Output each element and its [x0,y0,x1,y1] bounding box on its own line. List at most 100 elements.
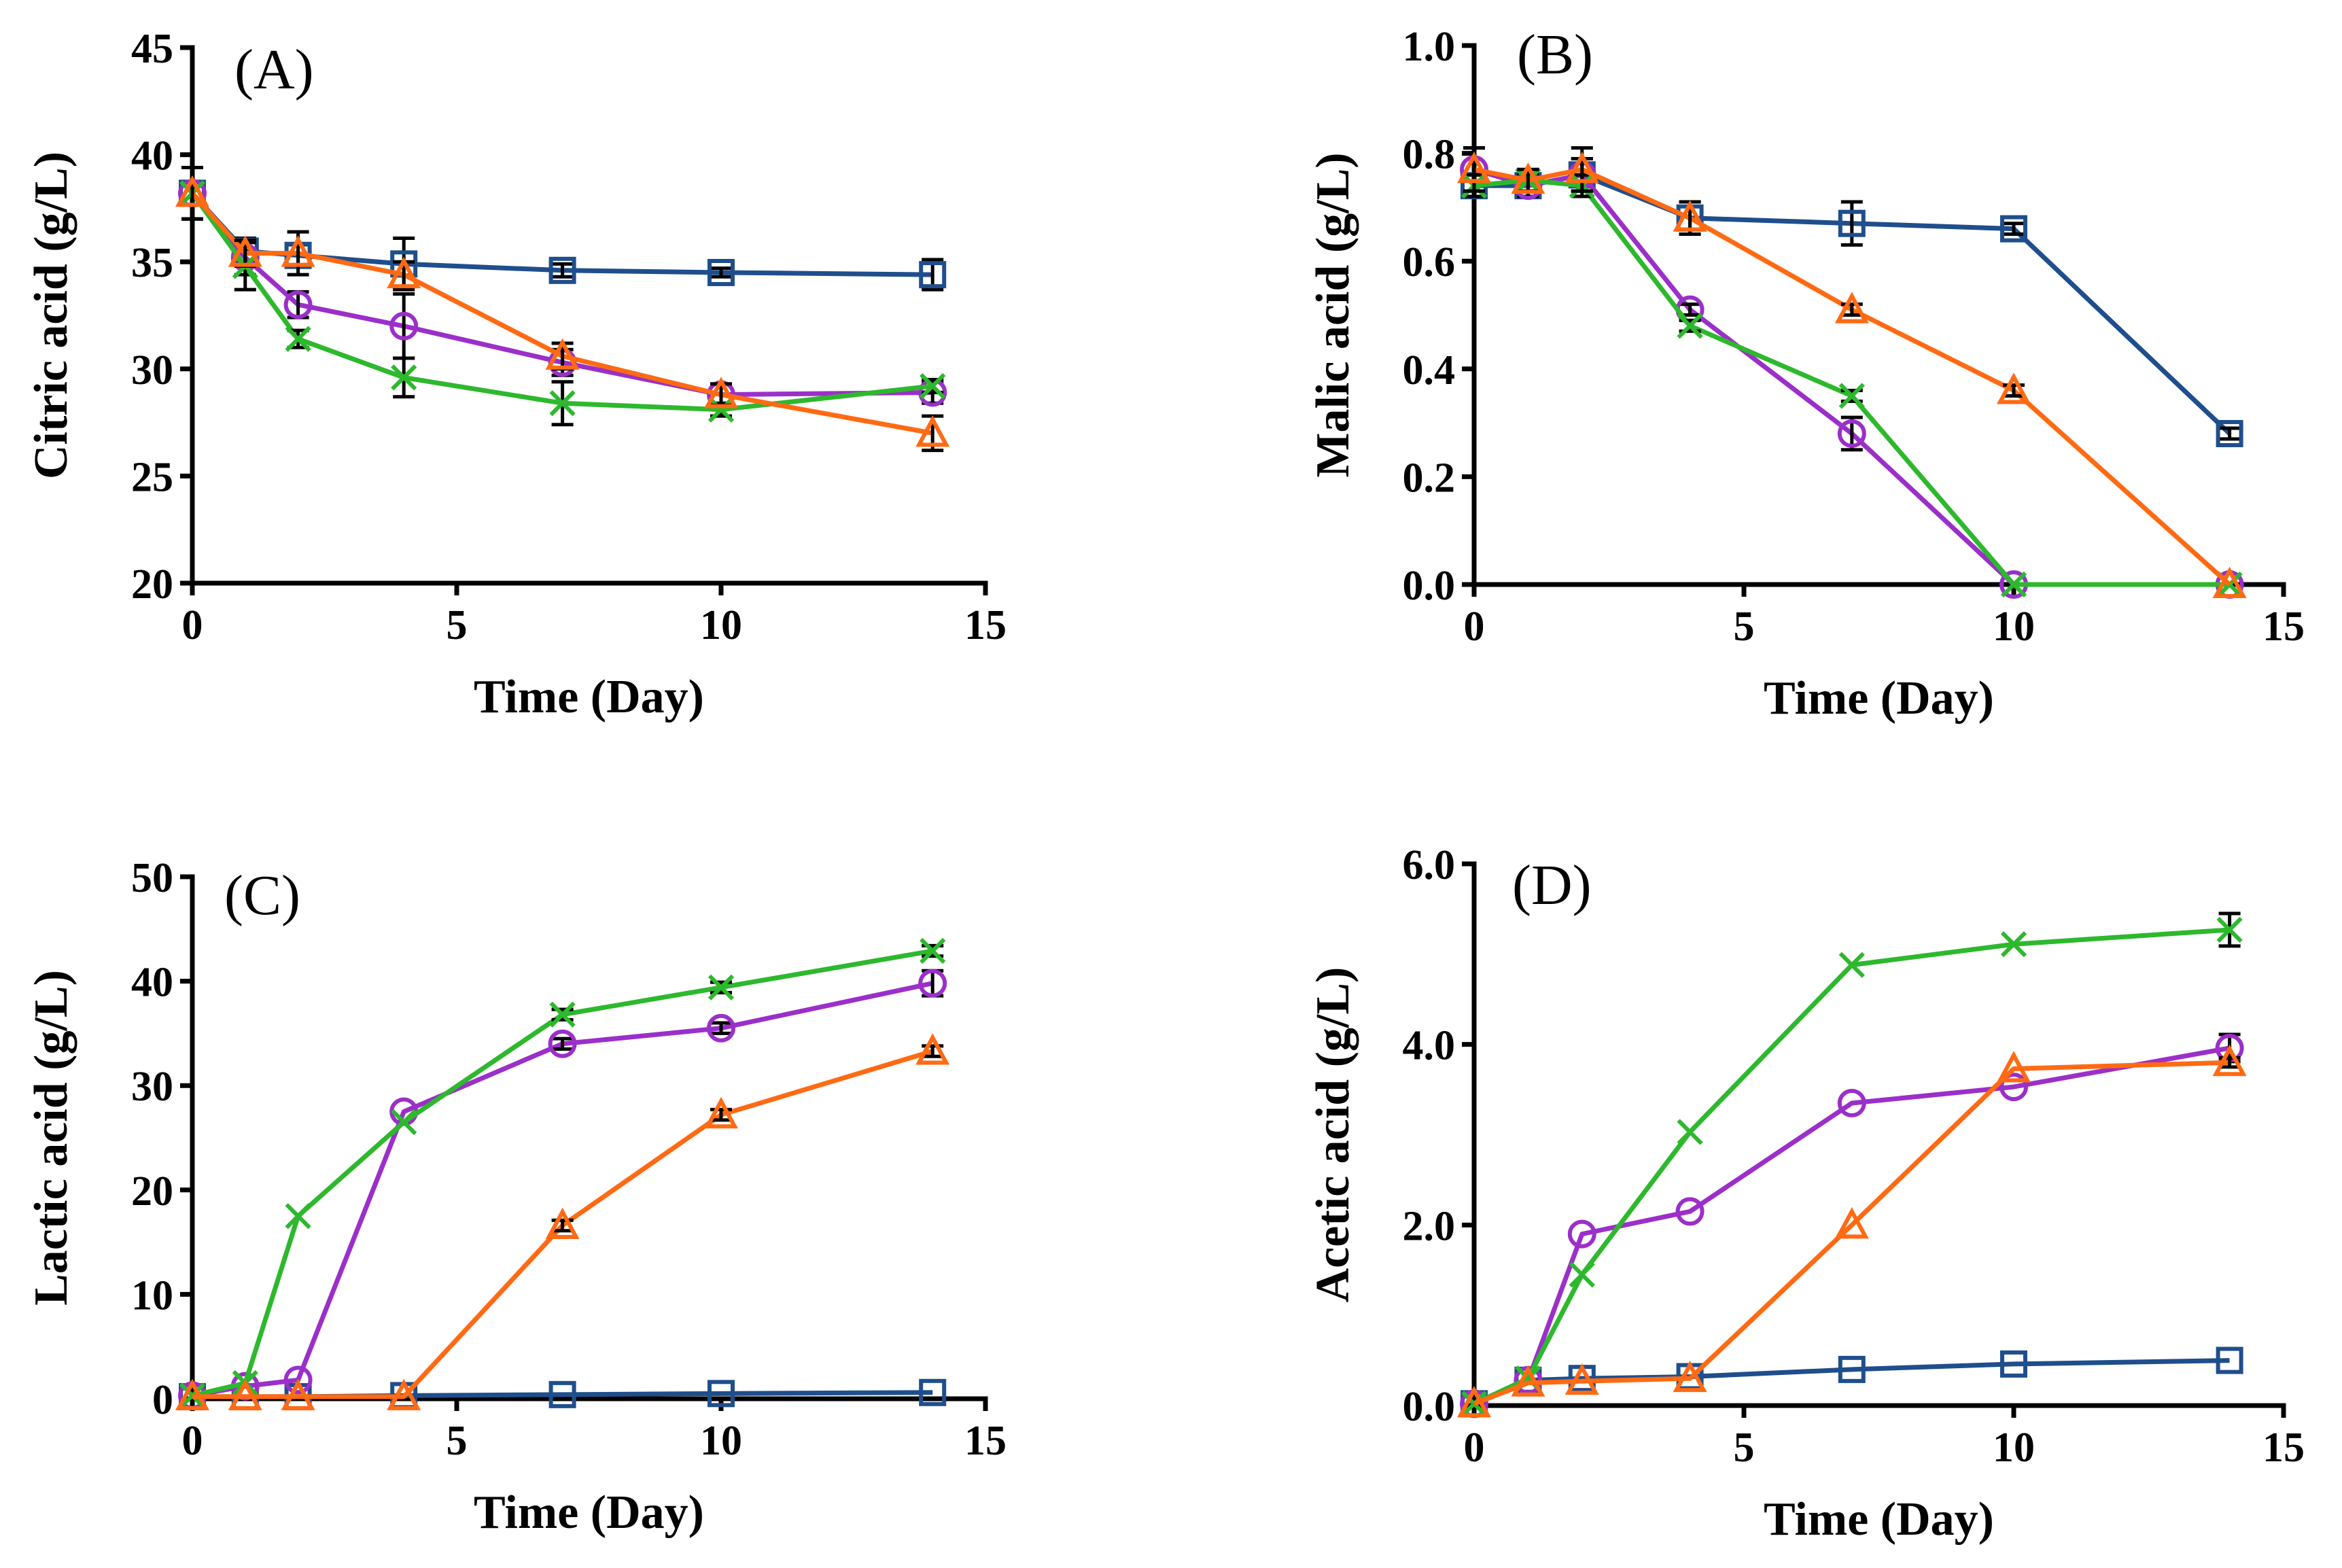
panel-d-point-triangle [1673,1360,1707,1393]
panel-d-point-square [2000,1350,2027,1378]
panel-b-point-triangle [1565,152,1599,184]
panel-b-y-tick-label: 0.4 [1403,347,1456,394]
panel-d-point-cross [1677,1119,1703,1145]
panel-d-point-cross-stroke-b [2000,931,2027,958]
panel-a-point-cross [285,326,311,352]
panel-c-y-tick-label: 10 [131,1272,173,1319]
panel-b-point-cross-stroke-b [1677,313,1703,339]
panel-a-point-triangle [703,377,739,408]
panel-c-y-tick-label: 40 [131,960,173,1006]
panel-a-x-tick-label: 15 [964,602,1007,648]
panel-a-point-cross [391,364,417,391]
panel-d-point-triangle [1996,1051,2031,1083]
panel-a-point-square [548,256,576,284]
panel-d-point-cross-stroke-b [1677,1119,1703,1145]
panel-c-x-axis-title: Time (Day) [474,1486,704,1539]
panel-c-point-circle [548,1029,577,1058]
panel-c-x-tick-label: 5 [447,1418,468,1464]
panel-a-point-cross-stroke-b [549,390,576,417]
panel-d-point-circle [1837,1089,1866,1118]
panel-b-point-cross-stroke-b [2000,571,2027,598]
panel-d-series-line-triangle [1473,1060,2230,1406]
panel-a-point-cross [920,372,946,400]
panel-d-x-tick-label: 10 [1993,1425,2035,1471]
panel-c-label: (C) [224,864,300,927]
panel-d-point-cross [2216,916,2243,943]
panel-b-x-tick-label: 15 [2262,604,2305,650]
panel-b-point-square [2216,419,2243,447]
panel-c-point-triangle [915,1033,950,1065]
panel-d-point-square [2216,1346,2243,1374]
panel-b-point-circle [1837,419,1866,448]
panel-d-point-square [1838,1355,1866,1383]
panel-a-point-cross [707,396,735,423]
panel-b-point-square [1838,209,1866,237]
panel-b-x-tick-label: 0 [1464,604,1485,650]
panel-c-x-tick-label: 0 [182,1418,203,1464]
panel-b-point-square [2000,215,2027,243]
panel-d-point-circle [1999,1073,2028,1102]
panel-c-y-tick-label: 30 [131,1064,173,1110]
panel-b-point-cross [2000,571,2027,598]
panel-d-y-tick-label: 6.0 [1403,842,1456,888]
panel-c-point-circle [707,1013,735,1043]
panel-c-x-tick-label: 10 [700,1418,742,1464]
panel-d-y-tick-label: 4.0 [1403,1023,1456,1069]
panel-b-y-tick-label: 0.2 [1403,455,1456,501]
panel-a-series-triangle [175,166,950,453]
panel-c-y-tick-label: 20 [131,1168,173,1215]
panel-b-x-tick-label: 10 [1993,604,2035,650]
panel-a-y-tick-label: 20 [131,561,173,608]
panel-d-y-axis-title: Acetic acid (g/L) [1307,967,1359,1303]
panel-a-y-tick-label: 40 [131,133,173,179]
panel-b-y-axis-title: Malic acid (g/L) [1307,152,1359,477]
panel-a-point-circle [283,290,313,319]
panel-c-point-cross [391,1109,417,1136]
panel-d-x-tick-label: 5 [1734,1425,1755,1471]
panel-d-point-cross [2000,931,2027,958]
panel-a-y-tick-label: 30 [131,347,173,394]
panel-a-x-tick-label: 10 [700,602,742,648]
panel-a-point-square [919,261,947,289]
panel-a-y-tick-label: 35 [131,240,173,286]
panel-a-label: (A) [234,38,314,101]
panel-c-point-cross [707,974,735,1000]
panel-b-y-tick-label: 0.6 [1403,239,1456,285]
panel-c-y-tick-label: 50 [131,855,173,901]
panel-c-point-cross-stroke-b [391,1109,417,1136]
panel-d-label: (D) [1512,854,1592,917]
panel-b-y-tick-label: 0.8 [1403,132,1456,178]
panel-a-point-cross [549,390,576,417]
panel-c-point-cross-stroke-b [707,974,735,1000]
panel-c-point-cross-stroke-b [549,1001,576,1028]
panel-c-y-axis-title: Lactic acid (g/L) [25,970,77,1306]
panel-c-point-triangle [387,1378,421,1410]
panel-d-series-cross [1461,911,2243,1417]
panel-c-point-cross [285,1203,311,1230]
panel-d-y-tick-label: 0.0 [1403,1384,1456,1430]
panel-b-point-triangle [1834,292,1869,324]
panel-b-point-cross-stroke-b [1838,383,1865,409]
panel-c-series-triangle [175,1033,950,1410]
panel-d-point-cross [1838,952,1865,978]
panel-d-point-cross [1569,1261,1595,1288]
panel-d-point-triangle [1565,1363,1599,1395]
panel-d-point-triangle [1456,1386,1492,1418]
panel-d-point-triangle [2212,1044,2247,1077]
panel-b-point-triangle [2212,566,2247,598]
panel-d-point-cross-stroke-b [1838,952,1865,978]
panel-a-point-cross-stroke-b [920,372,946,400]
panel-a-point-triangle [228,235,262,267]
panel-d-x-axis-title: Time (Day) [1764,1493,1994,1546]
panel-a-x-tick-label: 0 [182,602,203,648]
panel-c-point-circle [283,1365,313,1395]
panel-d-series-triangle [1456,1044,2247,1418]
panel-d-y-tick-label: 2.0 [1403,1203,1456,1249]
panel-c-point-circle [918,969,947,998]
panel-a-y-tick-label: 45 [131,26,173,72]
panel-d-x-tick-label: 0 [1464,1425,1485,1471]
panel-b-point-triangle [1511,162,1545,194]
panel-c-point-square [548,1380,576,1408]
